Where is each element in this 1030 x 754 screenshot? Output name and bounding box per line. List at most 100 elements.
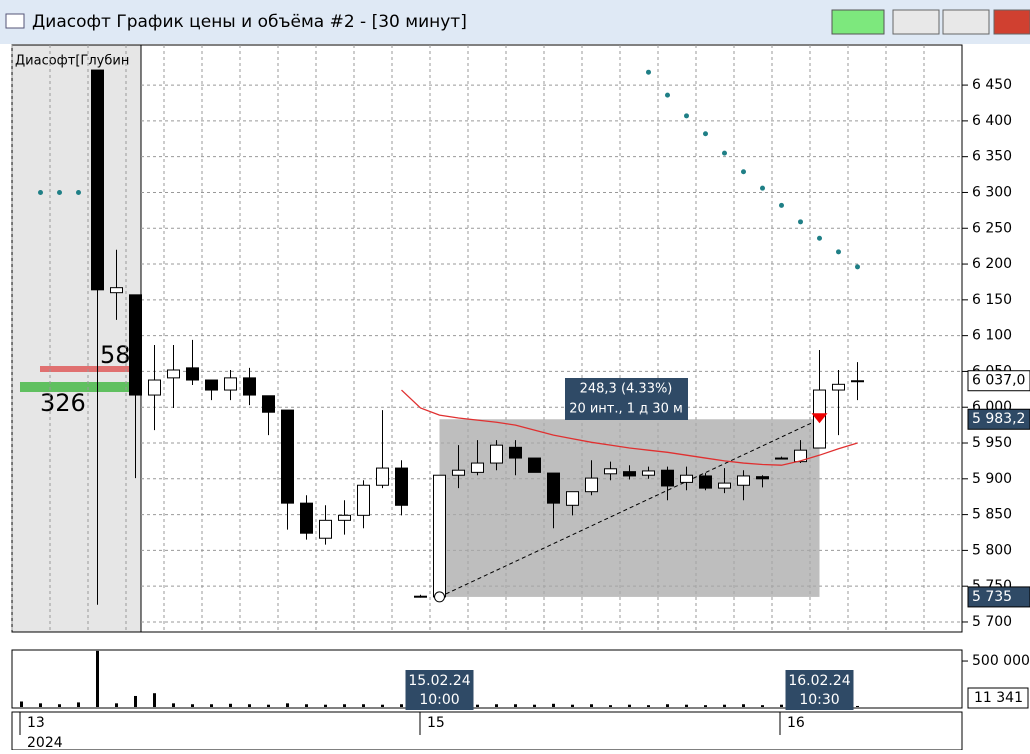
indicator-dot: [760, 185, 765, 191]
window-icon: [5, 13, 25, 29]
candle-body: [414, 595, 427, 598]
candle-body: [471, 462, 484, 473]
indicator-dot: [855, 264, 860, 270]
y-tick-label: 6 450: [972, 77, 1012, 93]
depth-label: 326: [40, 389, 86, 417]
candle-body: [756, 476, 769, 480]
price-label: 5 983,2: [972, 411, 1025, 427]
candle-body: [433, 474, 446, 598]
indicator-dot: [665, 92, 670, 98]
y-tick-label: 5 950: [972, 435, 1012, 451]
date-label: 13: [27, 715, 45, 731]
maximize-button[interactable]: [942, 9, 990, 35]
y-tick-label: 6 300: [972, 184, 1012, 200]
link-button[interactable]: [831, 9, 885, 35]
indicator-dot: [684, 113, 689, 119]
price-label-box: [967, 370, 1030, 392]
candle-body: [262, 395, 275, 413]
y-tick-label: 6 100: [972, 328, 1012, 344]
candle-body: [585, 477, 598, 493]
average-line: [401, 389, 858, 466]
y-tick-label: 6 350: [972, 149, 1012, 165]
indicator-dot: [722, 150, 727, 156]
candle-body: [338, 514, 351, 521]
depth-bid: [20, 382, 132, 392]
anchor-point: [434, 591, 445, 603]
candle-body: [224, 377, 237, 391]
y-tick-label: 6 400: [972, 113, 1012, 129]
depth-ask: [40, 366, 132, 372]
candle-body: [528, 457, 541, 473]
depth-title: Диасофт[Глубин: [15, 54, 129, 69]
indicator-dot: [817, 235, 822, 241]
y-tick-label: 5 800: [972, 542, 1012, 558]
signal-arrow: [811, 413, 828, 424]
candle-body: [566, 491, 579, 506]
y-tick-label: 6 200: [972, 256, 1012, 272]
indicator-dot: [76, 189, 81, 195]
candle-body: [775, 457, 788, 460]
candle-body: [699, 475, 712, 489]
candle-body: [737, 475, 750, 486]
candle-body: [452, 469, 465, 476]
close-button[interactable]: [993, 9, 1030, 35]
candle-body: [243, 377, 256, 396]
candle-body: [832, 383, 845, 391]
candle-body: [281, 409, 294, 504]
indicator-dot: [703, 131, 708, 137]
date-label: 16: [787, 715, 805, 731]
price-label-box: [967, 586, 1030, 608]
candle-body: [794, 449, 807, 463]
candle-body: [129, 294, 142, 396]
indicator-dot: [798, 219, 803, 225]
depth-label: 58: [100, 341, 131, 369]
volume-current: 11 341: [974, 690, 1023, 706]
candle-body: [167, 369, 180, 379]
indicator-dot: [741, 169, 746, 175]
depth-panel: [11, 44, 142, 633]
candle-body: [91, 69, 104, 291]
time-marker-time: 10:30: [799, 692, 839, 708]
candle-body: [509, 446, 522, 459]
date-label: 15: [427, 715, 445, 731]
time-marker-time: 10:00: [419, 692, 459, 708]
year-label: 2024: [27, 735, 63, 750]
indicator-dot: [38, 189, 43, 195]
time-marker-box: [405, 670, 474, 710]
candle-body: [718, 482, 731, 489]
time-marker-date: 16.02.24: [788, 673, 850, 689]
indicator-dot: [836, 249, 841, 255]
candle-body: [110, 287, 123, 294]
minimize-button[interactable]: [892, 9, 940, 35]
candle-body: [642, 470, 655, 476]
date-axis: [11, 711, 963, 751]
candle-body: [851, 380, 864, 383]
volume-tick-label: 500 000: [972, 653, 1030, 669]
candle-body: [205, 379, 218, 391]
candle-body: [604, 468, 617, 475]
candle-body: [395, 467, 408, 506]
candle-body: [680, 474, 693, 483]
time-marker-box: [785, 670, 854, 710]
y-tick-label: 5 900: [972, 471, 1012, 487]
candle-body: [319, 519, 332, 539]
volume-current-box: [967, 687, 1029, 709]
y-tick-label: 6 150: [972, 292, 1012, 308]
price-label: 5 735: [972, 589, 1012, 605]
candle-body: [357, 484, 370, 516]
candle-body: [376, 467, 389, 486]
candle-body: [547, 472, 560, 504]
price-label: 6 037,0: [972, 373, 1025, 389]
candle-body: [148, 379, 161, 396]
measure-box: [565, 378, 688, 420]
candle-body: [186, 367, 199, 381]
y-tick-label: 5 700: [972, 614, 1012, 630]
price-label-box: [967, 408, 1030, 430]
indicator-dot: [57, 189, 62, 195]
measure-label: 248,3 (4.33%): [580, 382, 673, 397]
y-tick-label: 5 850: [972, 507, 1012, 523]
time-marker-date: 15.02.24: [408, 673, 470, 689]
indicator-dot: [779, 202, 784, 208]
